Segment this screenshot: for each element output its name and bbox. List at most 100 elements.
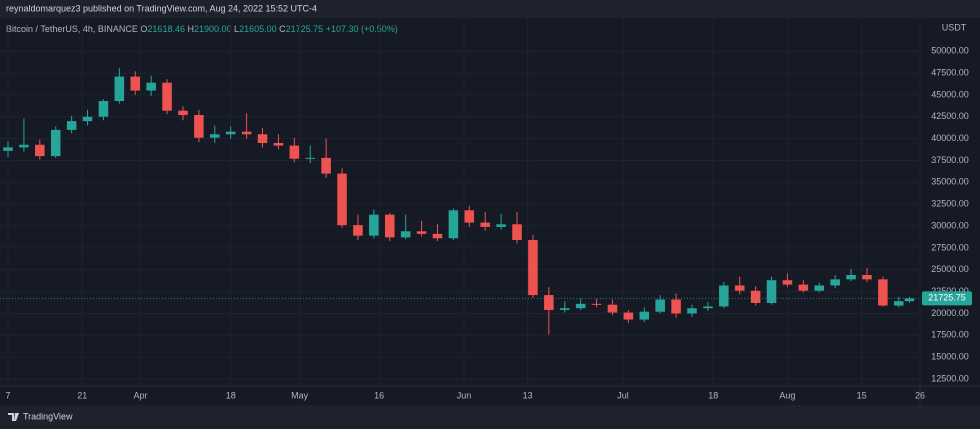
candle-body bbox=[559, 308, 570, 310]
legend-key: H bbox=[187, 24, 194, 34]
candle-body bbox=[369, 214, 379, 236]
candle-body bbox=[480, 222, 490, 227]
candle-body bbox=[894, 301, 904, 306]
legend: Bitcoin / TetherUS, 4h, BINANCE O21618.4… bbox=[6, 24, 398, 34]
x-tick-label: May bbox=[291, 390, 309, 400]
y-tick-label: 22500.00 bbox=[931, 286, 969, 296]
candle-body bbox=[512, 224, 522, 241]
x-tick-label: 16 bbox=[374, 390, 384, 400]
candle-body bbox=[703, 306, 713, 309]
candle-body bbox=[575, 303, 586, 309]
candle-body bbox=[591, 303, 602, 305]
candle-body bbox=[19, 144, 29, 148]
candle-body bbox=[878, 279, 888, 306]
candle-body bbox=[862, 274, 872, 280]
candle-body bbox=[178, 110, 188, 116]
candle-body bbox=[194, 115, 204, 138]
candle-body bbox=[273, 142, 284, 146]
footer-bar bbox=[0, 405, 980, 429]
candle-body bbox=[3, 147, 13, 151]
candle-body bbox=[289, 145, 300, 159]
y-tick-label: 47500.00 bbox=[931, 67, 969, 77]
candle-body bbox=[66, 121, 77, 130]
x-tick-label: 7 bbox=[5, 390, 10, 400]
y-tick-label: 32500.00 bbox=[931, 199, 969, 209]
candle-body bbox=[50, 129, 61, 157]
candle-body bbox=[904, 298, 915, 302]
y-tick-label: 30000.00 bbox=[931, 220, 969, 230]
x-tick-label: 15 bbox=[857, 390, 867, 400]
y-tick-label: 20000.00 bbox=[931, 308, 969, 318]
y-tick-label: 35000.00 bbox=[931, 177, 969, 187]
x-tick-label: 21 bbox=[77, 390, 87, 400]
candle-body bbox=[544, 295, 554, 310]
y-tick-label: 40000.00 bbox=[931, 133, 969, 143]
candle-body bbox=[162, 82, 172, 111]
logo-mark bbox=[8, 413, 19, 421]
y-tick-label: 50000.00 bbox=[931, 46, 969, 56]
legend-key: L bbox=[234, 24, 239, 34]
candle-body bbox=[353, 225, 363, 236]
x-tick-label: Jun bbox=[457, 390, 472, 400]
y-tick-label: 27500.00 bbox=[931, 242, 969, 252]
legend-value: 21900.00 bbox=[194, 24, 232, 34]
candle-body bbox=[257, 134, 268, 143]
legend-value: 21618.46 bbox=[147, 24, 185, 34]
x-tick-label: 26 bbox=[915, 390, 925, 400]
candle-body bbox=[496, 224, 506, 227]
candle-body bbox=[798, 284, 809, 291]
candle-body bbox=[337, 173, 347, 226]
candle-body bbox=[687, 308, 697, 314]
candle-body bbox=[305, 157, 316, 159]
y-tick-label: 45000.00 bbox=[931, 89, 969, 99]
y-tick-label: 12500.00 bbox=[931, 373, 969, 383]
candle-body bbox=[655, 299, 665, 312]
candle-body bbox=[384, 214, 395, 238]
candle-body bbox=[814, 285, 825, 291]
y-unit: USDT bbox=[942, 22, 967, 32]
candle-body bbox=[528, 240, 538, 296]
candle-body bbox=[639, 311, 650, 320]
candle-body bbox=[448, 210, 459, 239]
candle-body bbox=[35, 144, 45, 157]
candle-body bbox=[734, 285, 745, 291]
x-tick-label: 18 bbox=[226, 390, 236, 400]
x-tick-label: Jul bbox=[617, 390, 629, 400]
y-tick-label: 37500.00 bbox=[931, 155, 969, 165]
legend-value: 21725.75 bbox=[286, 24, 324, 34]
candle-body bbox=[782, 280, 793, 285]
candle-body bbox=[464, 210, 475, 223]
brand: TradingView bbox=[23, 411, 73, 421]
candle-body bbox=[830, 279, 840, 286]
legend-key: C bbox=[279, 24, 286, 34]
legend-symbol: Bitcoin / TetherUS, 4h, BINANCE bbox=[6, 24, 138, 34]
candle-body bbox=[719, 285, 729, 307]
candle-body bbox=[766, 280, 777, 303]
candle-body bbox=[82, 116, 93, 122]
candle-body bbox=[750, 290, 761, 303]
published-line: reynaldomarquez3 published on TradingVie… bbox=[6, 3, 317, 13]
candle-body bbox=[130, 76, 141, 91]
candle-body bbox=[671, 299, 681, 314]
candle-body bbox=[146, 82, 156, 91]
candle-body bbox=[321, 157, 331, 174]
last-price-label: 21725.75 bbox=[928, 293, 966, 303]
candle-body bbox=[241, 131, 252, 135]
chart-bg bbox=[0, 18, 980, 405]
x-tick-label: Aug bbox=[779, 390, 795, 400]
legend-change: +107.30 (+0.50%) bbox=[326, 24, 398, 34]
logo: TradingView bbox=[8, 411, 73, 421]
legend-key: O bbox=[140, 24, 147, 34]
x-tick-label: 13 bbox=[523, 390, 533, 400]
candle-body bbox=[98, 101, 109, 117]
candle-body bbox=[416, 231, 427, 234]
candle-body bbox=[400, 231, 411, 238]
candle-body bbox=[225, 131, 236, 135]
candle-body bbox=[623, 312, 634, 320]
last-price-box bbox=[922, 291, 972, 306]
x-tick-label: Apr bbox=[134, 390, 148, 400]
top-bar bbox=[0, 0, 980, 18]
x-tick-label: 18 bbox=[708, 390, 718, 400]
